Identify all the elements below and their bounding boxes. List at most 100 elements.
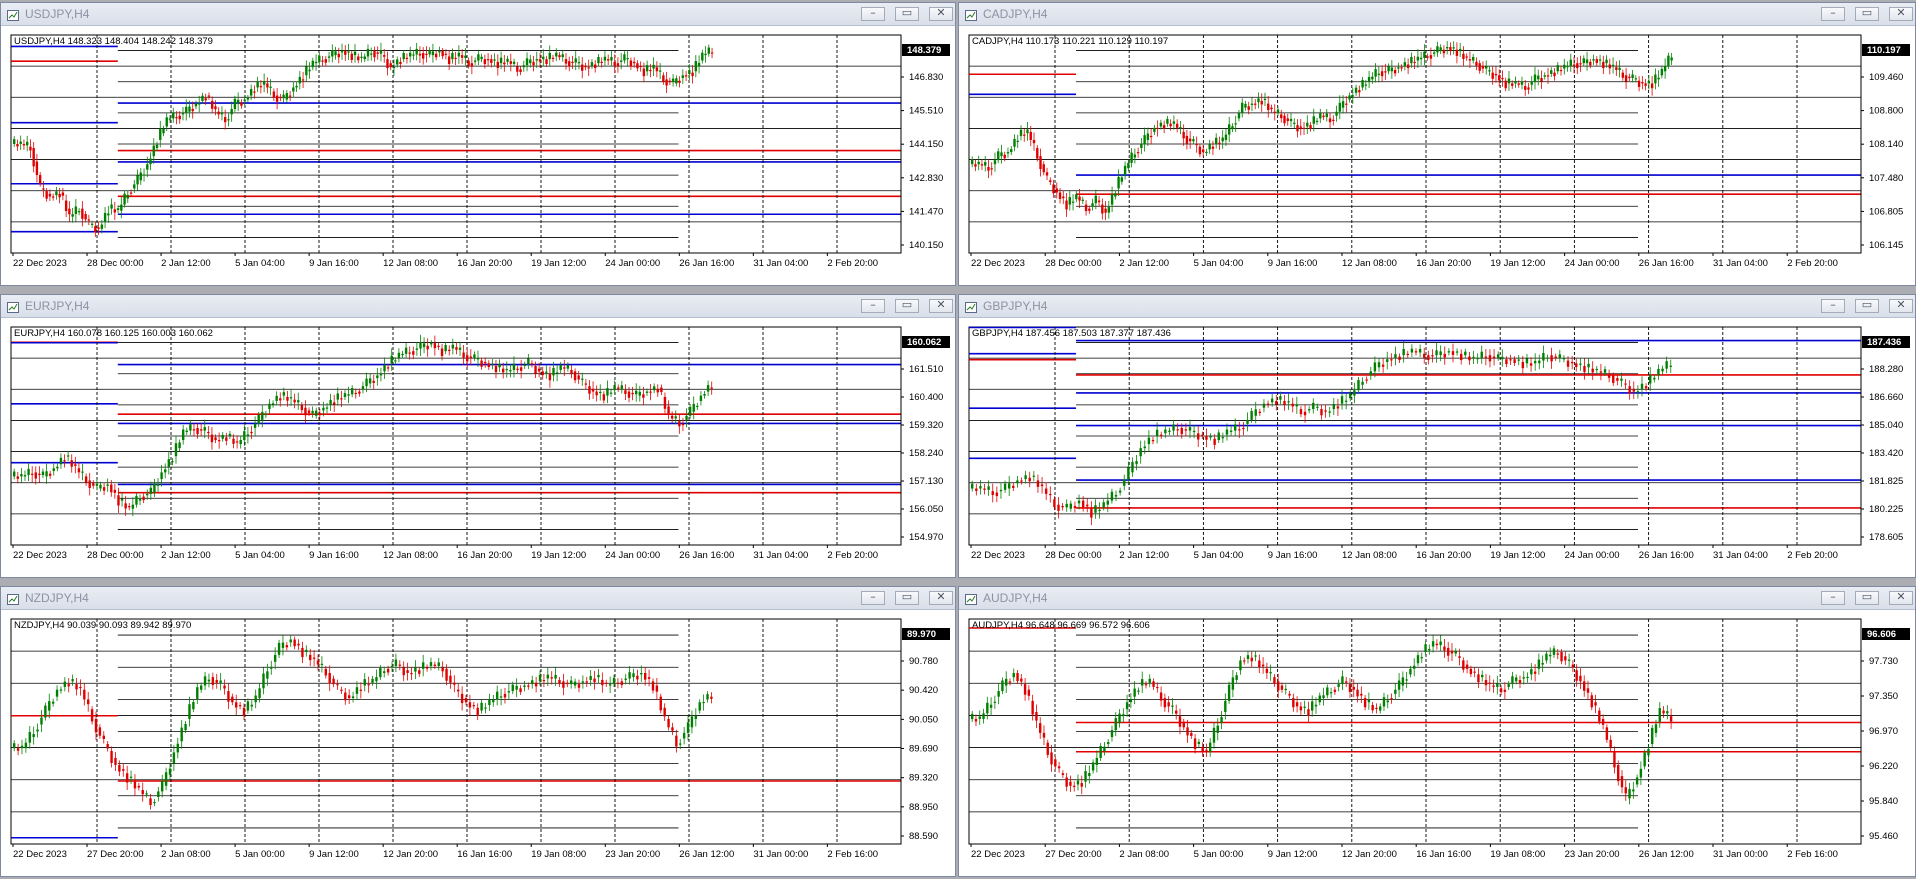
- time-axis-label: 31 Jan 04:00: [753, 550, 808, 561]
- current-price-badge: 187.436: [1867, 337, 1901, 348]
- time-axis-label: 9 Jan 12:00: [309, 849, 359, 860]
- minimize-button[interactable]: –: [861, 6, 885, 21]
- current-price-badge: 96.606: [1867, 629, 1896, 640]
- close-button[interactable]: ✕: [1889, 298, 1913, 313]
- window-titlebar[interactable]: CADJPY,H4 – ▭ ✕: [959, 3, 1915, 26]
- chart-canvas: AUDJPY,H4 96.648 96.669 96.572 96.606 97.…: [959, 611, 1913, 874]
- chart-window-usdjpy[interactable]: USDJPY,H4 – ▭ ✕ USDJPY,H4 148.323 148.404 14…: [0, 2, 956, 286]
- time-axis-label: 2 Feb 20:00: [1787, 550, 1838, 561]
- minimize-button[interactable]: –: [861, 590, 885, 605]
- price-axis-label: 140.150: [909, 240, 943, 251]
- time-axis-label: 26 Jan 12:00: [1639, 849, 1694, 860]
- symbol-info: USDJPY,H4 148.323 148.404 148.242 148.37…: [14, 36, 213, 47]
- maximize-icon: ▭: [1861, 590, 1873, 603]
- minimize-icon: –: [1830, 298, 1836, 311]
- window-title: NZDJPY,H4: [25, 591, 89, 605]
- window-title: GBPJPY,H4: [983, 299, 1048, 313]
- maximize-button[interactable]: ▭: [895, 298, 919, 313]
- price-chart[interactable]: NZDJPY,H4 90.039 90.093 89.942 89.970 90.…: [1, 611, 953, 874]
- price-axis-label: 108.800: [1869, 106, 1903, 117]
- time-axis-label: 2 Feb 20:00: [827, 258, 878, 269]
- close-button[interactable]: ✕: [929, 298, 953, 313]
- time-axis-label: 16 Jan 20:00: [1416, 550, 1471, 561]
- time-axis-label: 5 Jan 04:00: [235, 258, 285, 269]
- time-axis-label: 22 Dec 2023: [13, 849, 67, 860]
- time-axis-label: 12 Jan 08:00: [383, 258, 438, 269]
- minimize-button[interactable]: –: [1821, 590, 1845, 605]
- chart-canvas: EURJPY,H4 160.078 160.125 160.003 160.06…: [1, 319, 953, 575]
- price-axis-label: 156.050: [909, 504, 943, 515]
- window-title: USDJPY,H4: [25, 7, 90, 21]
- time-axis-label: 5 Jan 04:00: [235, 550, 285, 561]
- price-axis-label: 185.040: [1869, 420, 1903, 431]
- maximize-button[interactable]: ▭: [895, 590, 919, 605]
- time-axis-label: 22 Dec 2023: [971, 849, 1025, 860]
- maximize-button[interactable]: ▭: [1855, 590, 1879, 605]
- symbol-info: EURJPY,H4 160.078 160.125 160.003 160.06…: [14, 328, 213, 339]
- time-axis-label: 31 Jan 04:00: [753, 258, 808, 269]
- minimize-icon: –: [870, 590, 876, 603]
- close-button[interactable]: ✕: [1889, 590, 1913, 605]
- time-axis-label: 28 Dec 00:00: [87, 258, 144, 269]
- price-chart[interactable]: AUDJPY,H4 96.648 96.669 96.572 96.606 97.…: [959, 611, 1913, 874]
- price-chart[interactable]: EURJPY,H4 160.078 160.125 160.003 160.06…: [1, 319, 953, 575]
- window-titlebar[interactable]: USDJPY,H4 – ▭ ✕: [1, 3, 955, 26]
- current-price-badge: 110.197: [1867, 45, 1901, 56]
- window-titlebar[interactable]: AUDJPY,H4 – ▭ ✕: [959, 587, 1915, 610]
- window-titlebar[interactable]: GBPJPY,H4 – ▭ ✕: [959, 295, 1915, 318]
- chart-window-icon: [965, 8, 977, 21]
- time-axis-label: 19 Jan 12:00: [531, 550, 586, 561]
- chart-window-gbpjpy[interactable]: GBPJPY,H4 – ▭ ✕ GBPJPY,H4 187.456 187.503 18…: [958, 294, 1916, 578]
- time-axis-label: 12 Jan 08:00: [383, 550, 438, 561]
- maximize-button[interactable]: ▭: [1855, 298, 1879, 313]
- time-axis-label: 22 Dec 2023: [13, 258, 67, 269]
- time-axis-label: 5 Jan 00:00: [235, 849, 285, 860]
- minimize-button[interactable]: –: [1821, 298, 1845, 313]
- close-icon: ✕: [1896, 298, 1906, 311]
- maximize-icon: ▭: [901, 6, 913, 19]
- time-axis-label: 16 Jan 20:00: [1416, 258, 1471, 269]
- chart-canvas: NZDJPY,H4 90.039 90.093 89.942 89.970 90.…: [1, 611, 953, 874]
- minimize-icon: –: [1830, 6, 1836, 19]
- price-axis-label: 95.840: [1869, 796, 1898, 807]
- close-button[interactable]: ✕: [929, 590, 953, 605]
- minimize-button[interactable]: –: [1821, 6, 1845, 21]
- maximize-button[interactable]: ▭: [1855, 6, 1879, 21]
- time-axis-label: 28 Dec 00:00: [1045, 258, 1102, 269]
- chart-window-cadjpy[interactable]: CADJPY,H4 – ▭ ✕ CADJPY,H4 110.173 110.221 11…: [958, 2, 1916, 286]
- price-axis-label: 109.460: [1869, 72, 1903, 83]
- price-axis-label: 106.145: [1869, 240, 1903, 251]
- chart-window-nzdjpy[interactable]: NZDJPY,H4 – ▭ ✕ NZDJPY,H4 90.039 90.093 89.9…: [0, 586, 956, 877]
- chart-window-audjpy[interactable]: AUDJPY,H4 – ▭ ✕ AUDJPY,H4 96.648 96.669 96.5…: [958, 586, 1916, 877]
- time-axis-label: 2 Jan 08:00: [1119, 849, 1169, 860]
- time-axis-label: 12 Jan 20:00: [1342, 849, 1397, 860]
- price-axis-label: 158.240: [909, 448, 943, 459]
- window-titlebar[interactable]: NZDJPY,H4 – ▭ ✕: [1, 587, 955, 610]
- minimize-button[interactable]: –: [861, 298, 885, 313]
- time-axis-label: 12 Jan 08:00: [1342, 550, 1397, 561]
- time-axis-label: 2 Jan 08:00: [161, 849, 211, 860]
- chart-canvas: USDJPY,H4 148.323 148.404 148.242 148.37…: [1, 27, 953, 283]
- price-axis-label: 142.830: [909, 173, 943, 184]
- time-axis-label: 19 Jan 12:00: [1490, 258, 1545, 269]
- maximize-icon: ▭: [1861, 6, 1873, 19]
- current-price-badge: 89.970: [907, 629, 936, 640]
- time-axis-label: 12 Jan 20:00: [383, 849, 438, 860]
- chart-window-icon: [7, 8, 19, 21]
- maximize-button[interactable]: ▭: [895, 6, 919, 21]
- maximize-icon: ▭: [1861, 298, 1873, 311]
- price-chart[interactable]: CADJPY,H4 110.173 110.221 110.129 110.19…: [959, 27, 1913, 283]
- window-titlebar[interactable]: EURJPY,H4 – ▭ ✕: [1, 295, 955, 318]
- price-axis-label: 96.970: [1869, 726, 1898, 737]
- close-button[interactable]: ✕: [1889, 6, 1913, 21]
- time-axis-label: 26 Jan 16:00: [679, 258, 734, 269]
- price-chart[interactable]: USDJPY,H4 148.323 148.404 148.242 148.37…: [1, 27, 953, 283]
- price-axis-label: 186.660: [1869, 392, 1903, 403]
- chart-window-eurjpy[interactable]: EURJPY,H4 – ▭ ✕ EURJPY,H4 160.078 160.125 16…: [0, 294, 956, 578]
- price-chart[interactable]: GBPJPY,H4 187.456 187.503 187.377 187.43…: [959, 319, 1913, 575]
- chart-window-icon: [965, 592, 977, 605]
- time-axis-label: 5 Jan 04:00: [1194, 550, 1244, 561]
- symbol-info: CADJPY,H4 110.173 110.221 110.129 110.19…: [972, 36, 1168, 47]
- time-axis-label: 2 Jan 12:00: [1119, 258, 1169, 269]
- close-button[interactable]: ✕: [929, 6, 953, 21]
